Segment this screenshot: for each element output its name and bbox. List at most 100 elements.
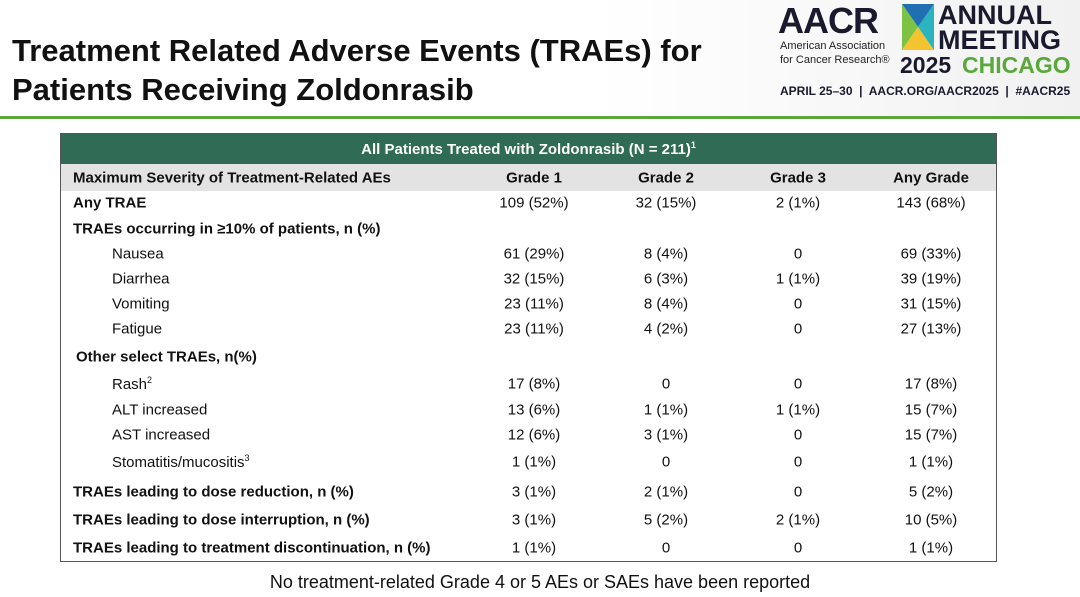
row-label: AST increased — [112, 427, 210, 444]
cell: 0 — [793, 375, 803, 393]
cell: 61 (29%) — [503, 245, 565, 263]
cell: 15 (7%) — [904, 401, 958, 419]
cell: 1 (1%) — [775, 270, 821, 288]
cell: 1 (1%) — [775, 401, 821, 419]
logo-year: 2025 — [900, 52, 952, 78]
cell: 5 (2%) — [908, 483, 954, 501]
column-header: Any Grade — [893, 169, 969, 187]
row-label-text: Any TRAE — [73, 194, 147, 212]
cell: 23 (11%) — [504, 320, 564, 338]
cell: 0 — [793, 426, 803, 444]
cell: 10 (5%) — [904, 511, 958, 529]
row-label: Diarrhea — [112, 271, 170, 288]
cell: 12 (6%) — [507, 426, 561, 444]
cell: 39 (19%) — [900, 270, 962, 288]
cell: 143 (68%) — [896, 194, 966, 212]
cell: 2 (1%) — [643, 483, 689, 501]
cell: 0 — [793, 539, 803, 557]
cell: 5 (2%) — [643, 511, 689, 529]
cell: 1 (1%) — [908, 453, 954, 471]
cell: 23 (11%) — [504, 295, 564, 313]
row-label: Nausea — [112, 246, 164, 263]
cell: 15 (7%) — [904, 426, 958, 444]
logo-meeting: MEETING — [938, 25, 1062, 55]
cell: 3 (1%) — [643, 426, 689, 444]
row-label: TRAEs leading to treatment discontinuati… — [73, 540, 431, 557]
logo-org: American Association — [780, 40, 886, 52]
caption-sup: 1 — [690, 140, 696, 150]
cell: 32 (15%) — [635, 194, 697, 212]
cell: 69 (33%) — [900, 245, 962, 263]
header-rule — [0, 116, 1080, 119]
cell: 0 — [661, 453, 671, 471]
header-bg — [0, 0, 1080, 118]
row-label-text: Fatigue — [112, 320, 163, 338]
cell: 0 — [793, 295, 803, 313]
cell: 0 — [793, 483, 803, 501]
row-label-text: AST increased — [112, 426, 211, 444]
row-label: Other select TRAEs, n(%) — [76, 349, 257, 366]
caption-bar — [61, 134, 996, 164]
row-label-text: Vomiting — [112, 295, 170, 313]
cell: 17 (8%) — [904, 375, 958, 393]
table: All Patients Treated with Zoldonrasib (N… — [60, 133, 997, 562]
column-header: Grade 3 — [770, 169, 826, 187]
header-row-bg — [61, 164, 996, 191]
cell: 0 — [793, 453, 803, 471]
row-label-text: Nausea — [112, 245, 164, 263]
cell: 1 (1%) — [908, 539, 954, 557]
column-header: Maximum Severity of Treatment-Related AE… — [73, 169, 391, 187]
cell: 17 (8%) — [507, 375, 561, 393]
cell: 6 (3%) — [643, 270, 689, 288]
row-label-text: Diarrhea — [112, 270, 170, 288]
cell: 32 (15%) — [503, 270, 565, 288]
logo-info: APRIL 25–30 | AACR.ORG/AACR2025 | #AACR2… — [780, 84, 1071, 98]
title-line: Patients Receiving Zoldonrasib — [12, 72, 474, 107]
logo-aacr: AACR — [778, 0, 879, 41]
row-label: Stomatitis/mucositis3 — [112, 453, 250, 471]
cell: 1 (1%) — [643, 401, 689, 419]
title-line: Treatment Related Adverse Events (TRAEs)… — [12, 33, 702, 68]
cell: 0 — [793, 245, 803, 263]
cell: 27 (13%) — [900, 320, 962, 338]
logo-city: CHICAGO — [962, 52, 1071, 78]
cell: 4 (2%) — [643, 320, 689, 338]
logo-annual: ANNUAL — [938, 0, 1052, 30]
row-label: Vomiting — [112, 296, 170, 313]
column-header: Grade 1 — [506, 169, 562, 187]
cell: 1 (1%) — [511, 539, 557, 557]
cell: 2 (1%) — [775, 194, 821, 212]
cell: 13 (6%) — [507, 401, 561, 419]
row-label: TRAEs leading to dose reduction, n (%) — [73, 484, 354, 501]
row-label: Any TRAE — [73, 195, 146, 212]
row-label: Fatigue — [112, 321, 162, 338]
row-label-text: Stomatitis/mucositis — [112, 454, 245, 471]
row-label-text: TRAEs leading to dose reduction, n (%) — [73, 483, 354, 501]
row-label: TRAEs leading to dose interruption, n (%… — [73, 512, 370, 529]
cell: 3 (1%) — [511, 483, 557, 501]
row-label-text: Rash — [112, 376, 148, 393]
row-label-text: TRAEs leading to treatment discontinuati… — [73, 539, 431, 557]
row-label: ALT increased — [112, 402, 207, 419]
cell: 109 (52%) — [499, 194, 569, 212]
row-label-text: ALT increased — [112, 401, 208, 419]
cell: 0 — [661, 375, 671, 393]
cell: 8 (4%) — [643, 245, 689, 263]
row-label-text: TRAEs leading to dose interruption, n (%… — [73, 511, 370, 529]
caption-text: All Patients Treated with Zoldonrasib (N… — [361, 141, 691, 158]
row-label-sup: 2 — [147, 375, 153, 385]
cell: 2 (1%) — [775, 511, 821, 529]
row-label: Rash2 — [112, 375, 152, 393]
row-label-text: Other select TRAEs, n(%) — [76, 348, 257, 366]
row-label: TRAEs occurring in ≥10% of patients, n (… — [73, 221, 380, 238]
logo-icon — [902, 4, 934, 50]
caption: All Patients Treated with Zoldonrasib (N… — [61, 140, 996, 158]
logo-org: for Cancer Research® — [780, 54, 890, 66]
cell: 3 (1%) — [511, 511, 557, 529]
cell: 8 (4%) — [643, 295, 689, 313]
row-label-sup: 3 — [244, 453, 250, 463]
cell: 1 (1%) — [511, 453, 557, 471]
cell: 0 — [661, 539, 671, 557]
footnote: No treatment-related Grade 4 or 5 AEs or… — [269, 572, 811, 592]
